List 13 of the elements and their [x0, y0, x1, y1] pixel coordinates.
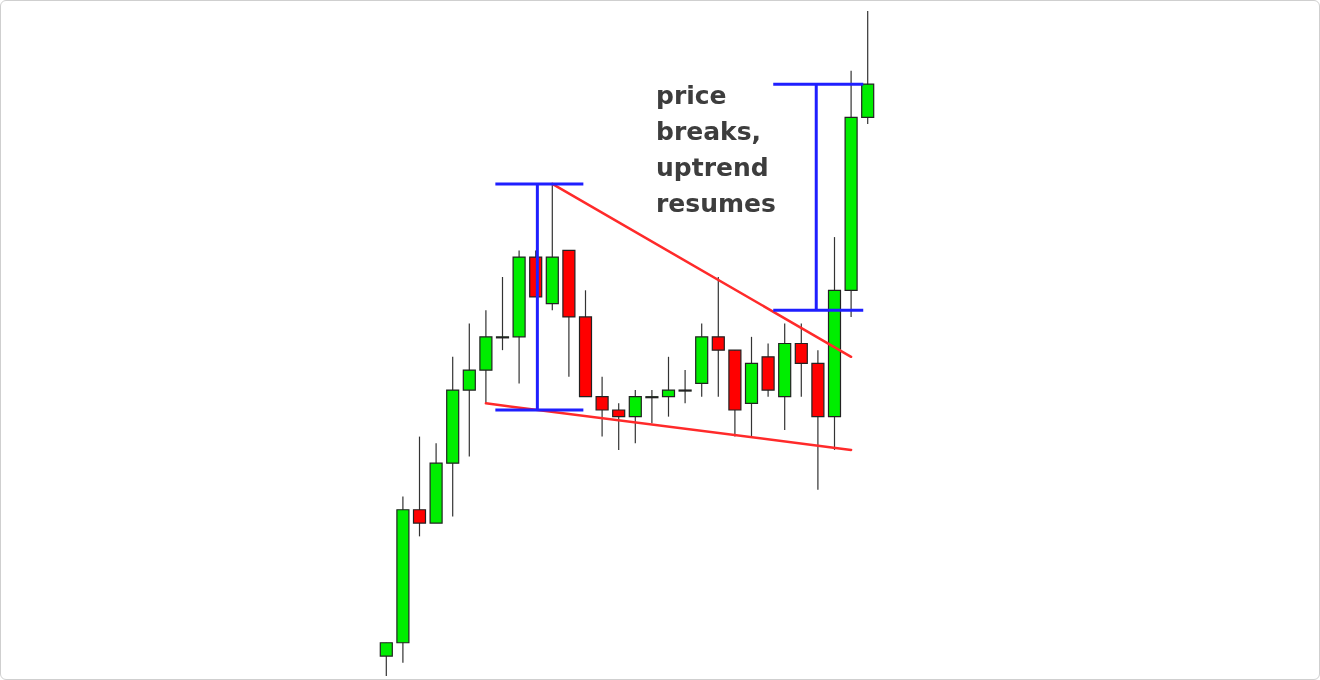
candlestick: [612, 402, 626, 451]
candlestick: [462, 322, 476, 458]
candlestick: [645, 389, 659, 424]
candlestick: [595, 376, 609, 438]
candlestick: [628, 389, 642, 444]
candlestick: [794, 322, 808, 398]
candlestick: [661, 356, 676, 418]
candlestick: [495, 276, 510, 351]
annotation: price breaks, uptrend resumes: [656, 80, 776, 218]
candlestick: [412, 436, 427, 537]
candlestick: [678, 369, 692, 404]
candlestick: [379, 642, 393, 677]
candlestick: [711, 276, 725, 398]
